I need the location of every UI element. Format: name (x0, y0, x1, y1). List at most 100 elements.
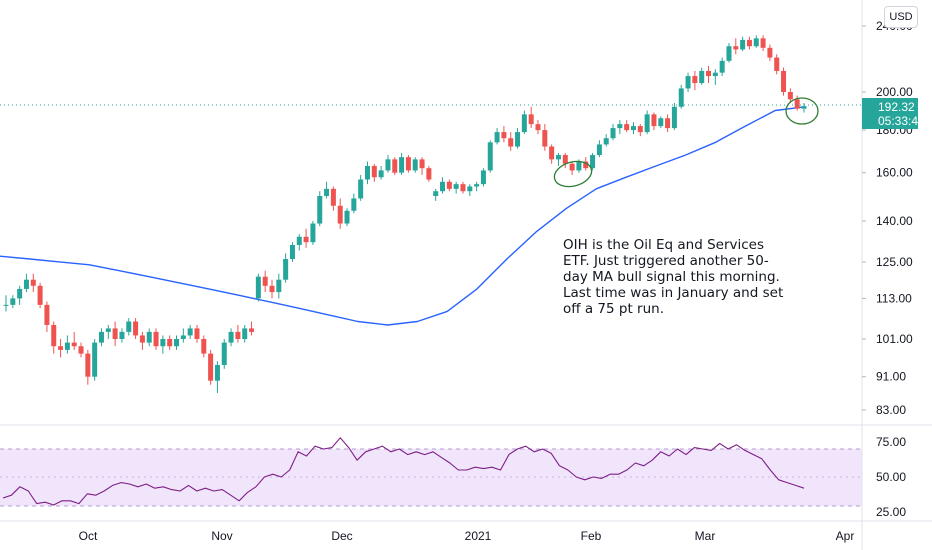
rsi-tick-label: 25.00 (876, 505, 906, 519)
candle-body (487, 142, 493, 171)
candle-body (787, 92, 793, 100)
candle-body (440, 181, 446, 192)
time-tick-label: Mar (695, 529, 716, 543)
candle-body (78, 346, 84, 354)
candle-body (385, 159, 391, 171)
highlight-circles (553, 97, 819, 188)
candle-body (255, 276, 261, 299)
candle-body (324, 188, 330, 197)
candle-body (706, 70, 712, 77)
candle-body (358, 179, 364, 199)
candle-body (678, 88, 684, 107)
candle-body (515, 132, 521, 147)
candle-body (58, 346, 64, 350)
currency-button[interactable]: USD (884, 6, 918, 28)
candle-body (119, 331, 125, 339)
candle-body (37, 285, 43, 305)
candle-body (494, 132, 500, 143)
candle-body (174, 339, 180, 347)
candle-body (289, 244, 295, 260)
candle-body (665, 118, 671, 129)
last-price-label-bg (862, 98, 918, 129)
candle-body (371, 165, 377, 178)
candle-body (399, 157, 405, 173)
candle-body (746, 39, 752, 47)
candles-layer (3, 35, 807, 393)
candle-body (801, 106, 807, 109)
time-tick-label: 2021 (465, 529, 492, 543)
candle-body (64, 342, 70, 350)
candle-body (542, 130, 548, 147)
candle-body (630, 126, 636, 131)
candle-body (549, 146, 555, 160)
candle-body (303, 236, 309, 243)
candle-body (446, 181, 452, 189)
candle-body (92, 342, 98, 377)
candle-body (296, 236, 302, 245)
candle-body (180, 335, 186, 339)
rsi-band (0, 449, 862, 506)
candle-body (98, 331, 104, 343)
candle-body (44, 304, 50, 325)
candle-body (467, 186, 473, 192)
candle-body (474, 184, 480, 187)
candle-body (658, 118, 664, 127)
candle-body (344, 210, 350, 224)
candle-body (508, 138, 514, 147)
candle-body (726, 46, 732, 61)
last-price-marker: 192.32 05:33:47 (0, 98, 925, 129)
candle-body (160, 339, 166, 347)
candle-body (644, 114, 650, 133)
candle-body (146, 331, 152, 343)
price-tick-label: 125.00 (876, 255, 913, 269)
jan-signal-circle (553, 160, 593, 188)
candle-body (624, 124, 630, 131)
last-price-label: 192.32 (878, 100, 915, 114)
ma50-line (0, 106, 806, 326)
candle-body (610, 128, 616, 139)
candle-body (269, 285, 275, 293)
candle-body (51, 324, 57, 347)
candle-body (208, 353, 214, 381)
candle-body (228, 331, 234, 343)
candle-body (105, 328, 111, 332)
candle-body (194, 328, 200, 339)
price-tick-label: 91.00 (876, 370, 906, 384)
rsi-tick-label: 75.00 (876, 435, 906, 449)
price-tick-label: 140.00 (876, 214, 913, 228)
time-tick-label: Feb (581, 529, 602, 543)
axis-layer: 240.00200.00180.00160.00140.00125.00113.… (79, 19, 913, 543)
candle-body (521, 114, 527, 133)
candle-body (378, 170, 384, 178)
price-tick-label: 160.00 (876, 166, 913, 180)
candle-body (583, 161, 589, 169)
price-tick-label: 200.00 (876, 85, 913, 99)
candle-body (569, 163, 575, 171)
candle-body (590, 155, 596, 169)
candle-body (733, 46, 739, 50)
candle-body (528, 114, 534, 125)
candle-body (596, 144, 602, 156)
candle-body (767, 47, 773, 58)
candle-body (535, 124, 541, 131)
candle-body (392, 159, 398, 173)
candle-body (249, 328, 255, 332)
countdown-label: 05:33:47 (878, 114, 925, 128)
candle-body (405, 157, 411, 171)
candle-body (671, 106, 677, 129)
candle-body (317, 196, 323, 224)
candle-body (480, 170, 486, 185)
candle-body (351, 198, 357, 211)
candle-body (603, 138, 609, 145)
rsi-layer (2, 437, 805, 506)
candle-body (262, 276, 268, 286)
candle-body (10, 298, 16, 305)
candle-body (576, 161, 582, 171)
candle-body (453, 184, 459, 189)
candle-body (426, 168, 432, 180)
time-tick-label: Dec (331, 529, 352, 543)
candle-body (685, 76, 691, 89)
candle-body (221, 342, 227, 365)
candle-body (781, 70, 787, 92)
